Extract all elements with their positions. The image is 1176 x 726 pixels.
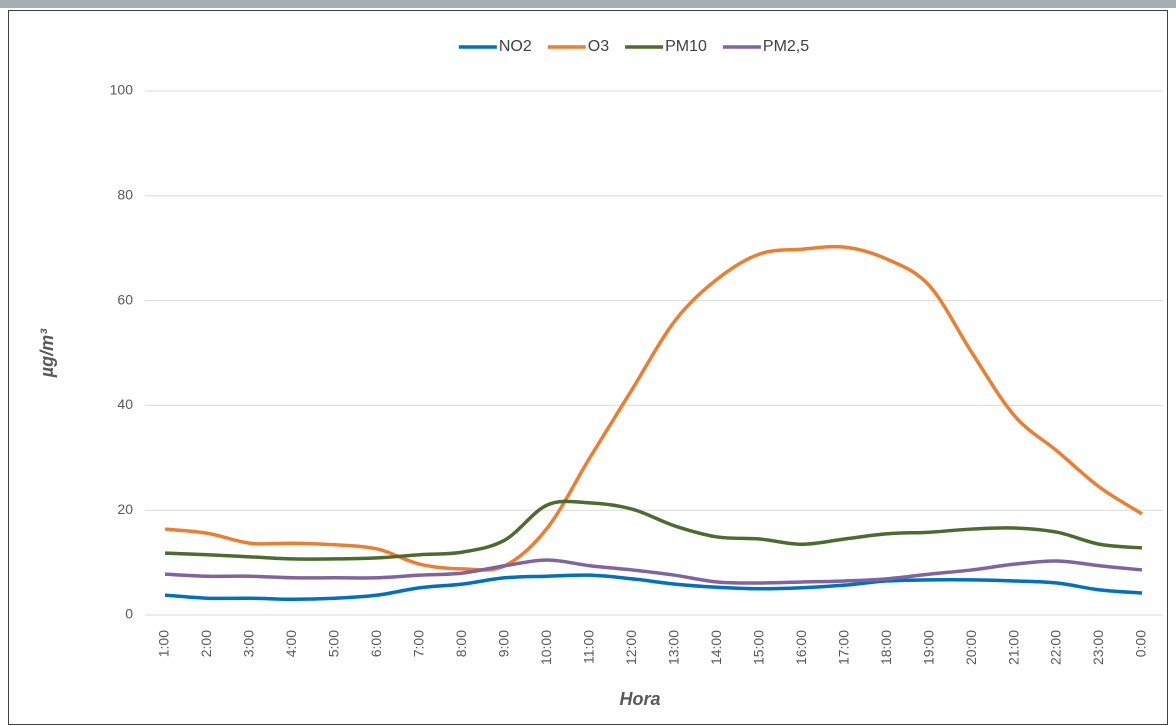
y-tick-label: 0 [125,606,133,622]
x-axis-title: Hora [619,689,660,709]
legend-label: PM10 [665,38,707,55]
x-tick-label: 1:00 [156,630,172,657]
x-tick-label: 9:00 [496,630,512,657]
x-tick-label: 12:00 [623,630,639,665]
legend-label: O3 [588,38,609,55]
series-line [164,499,1143,561]
legend-label: NO2 [499,38,532,55]
top-bar [0,0,1176,8]
y-tick-label: 80 [117,187,133,203]
x-tick-label: 6:00 [368,630,384,657]
y-axis-title: µg/m³ [37,328,57,378]
y-tick-label: 20 [117,501,133,517]
series-line [164,573,1143,602]
x-tick-label: 11:00 [580,630,596,664]
series-line [164,244,1143,572]
x-tick-label: 8:00 [453,630,469,657]
x-tick-label: 7:00 [411,630,427,657]
x-tick-label: 13:00 [665,630,681,665]
x-tick-label: 16:00 [793,630,809,665]
x-tick-label: 23:00 [1090,630,1106,665]
x-tick-label: 14:00 [708,630,724,665]
x-tick-label: 19:00 [920,630,936,665]
x-tick-label: 10:00 [538,630,554,665]
x-tick-label: 0:00 [1133,630,1149,657]
y-tick-label: 100 [110,82,134,98]
x-tick-label: 15:00 [750,630,766,665]
x-tick-label: 17:00 [835,630,851,665]
x-tick-label: 20:00 [963,630,979,665]
y-tick-label: 40 [117,396,133,412]
x-tick-label: 4:00 [283,630,299,657]
x-tick-label: 3:00 [241,630,257,657]
series-line [164,558,1143,585]
x-tick-label: 18:00 [878,630,894,665]
x-tick-label: 22:00 [1048,630,1064,665]
x-tick-label: 2:00 [198,630,214,657]
x-tick-label: 21:00 [1005,630,1021,665]
chart-frame [8,10,1168,725]
x-tick-label: 5:00 [326,630,342,657]
y-tick-label: 60 [117,291,133,307]
legend: NO2 O3 PM10 PM2,5 [458,38,809,55]
legend-label: PM2,5 [763,38,809,55]
